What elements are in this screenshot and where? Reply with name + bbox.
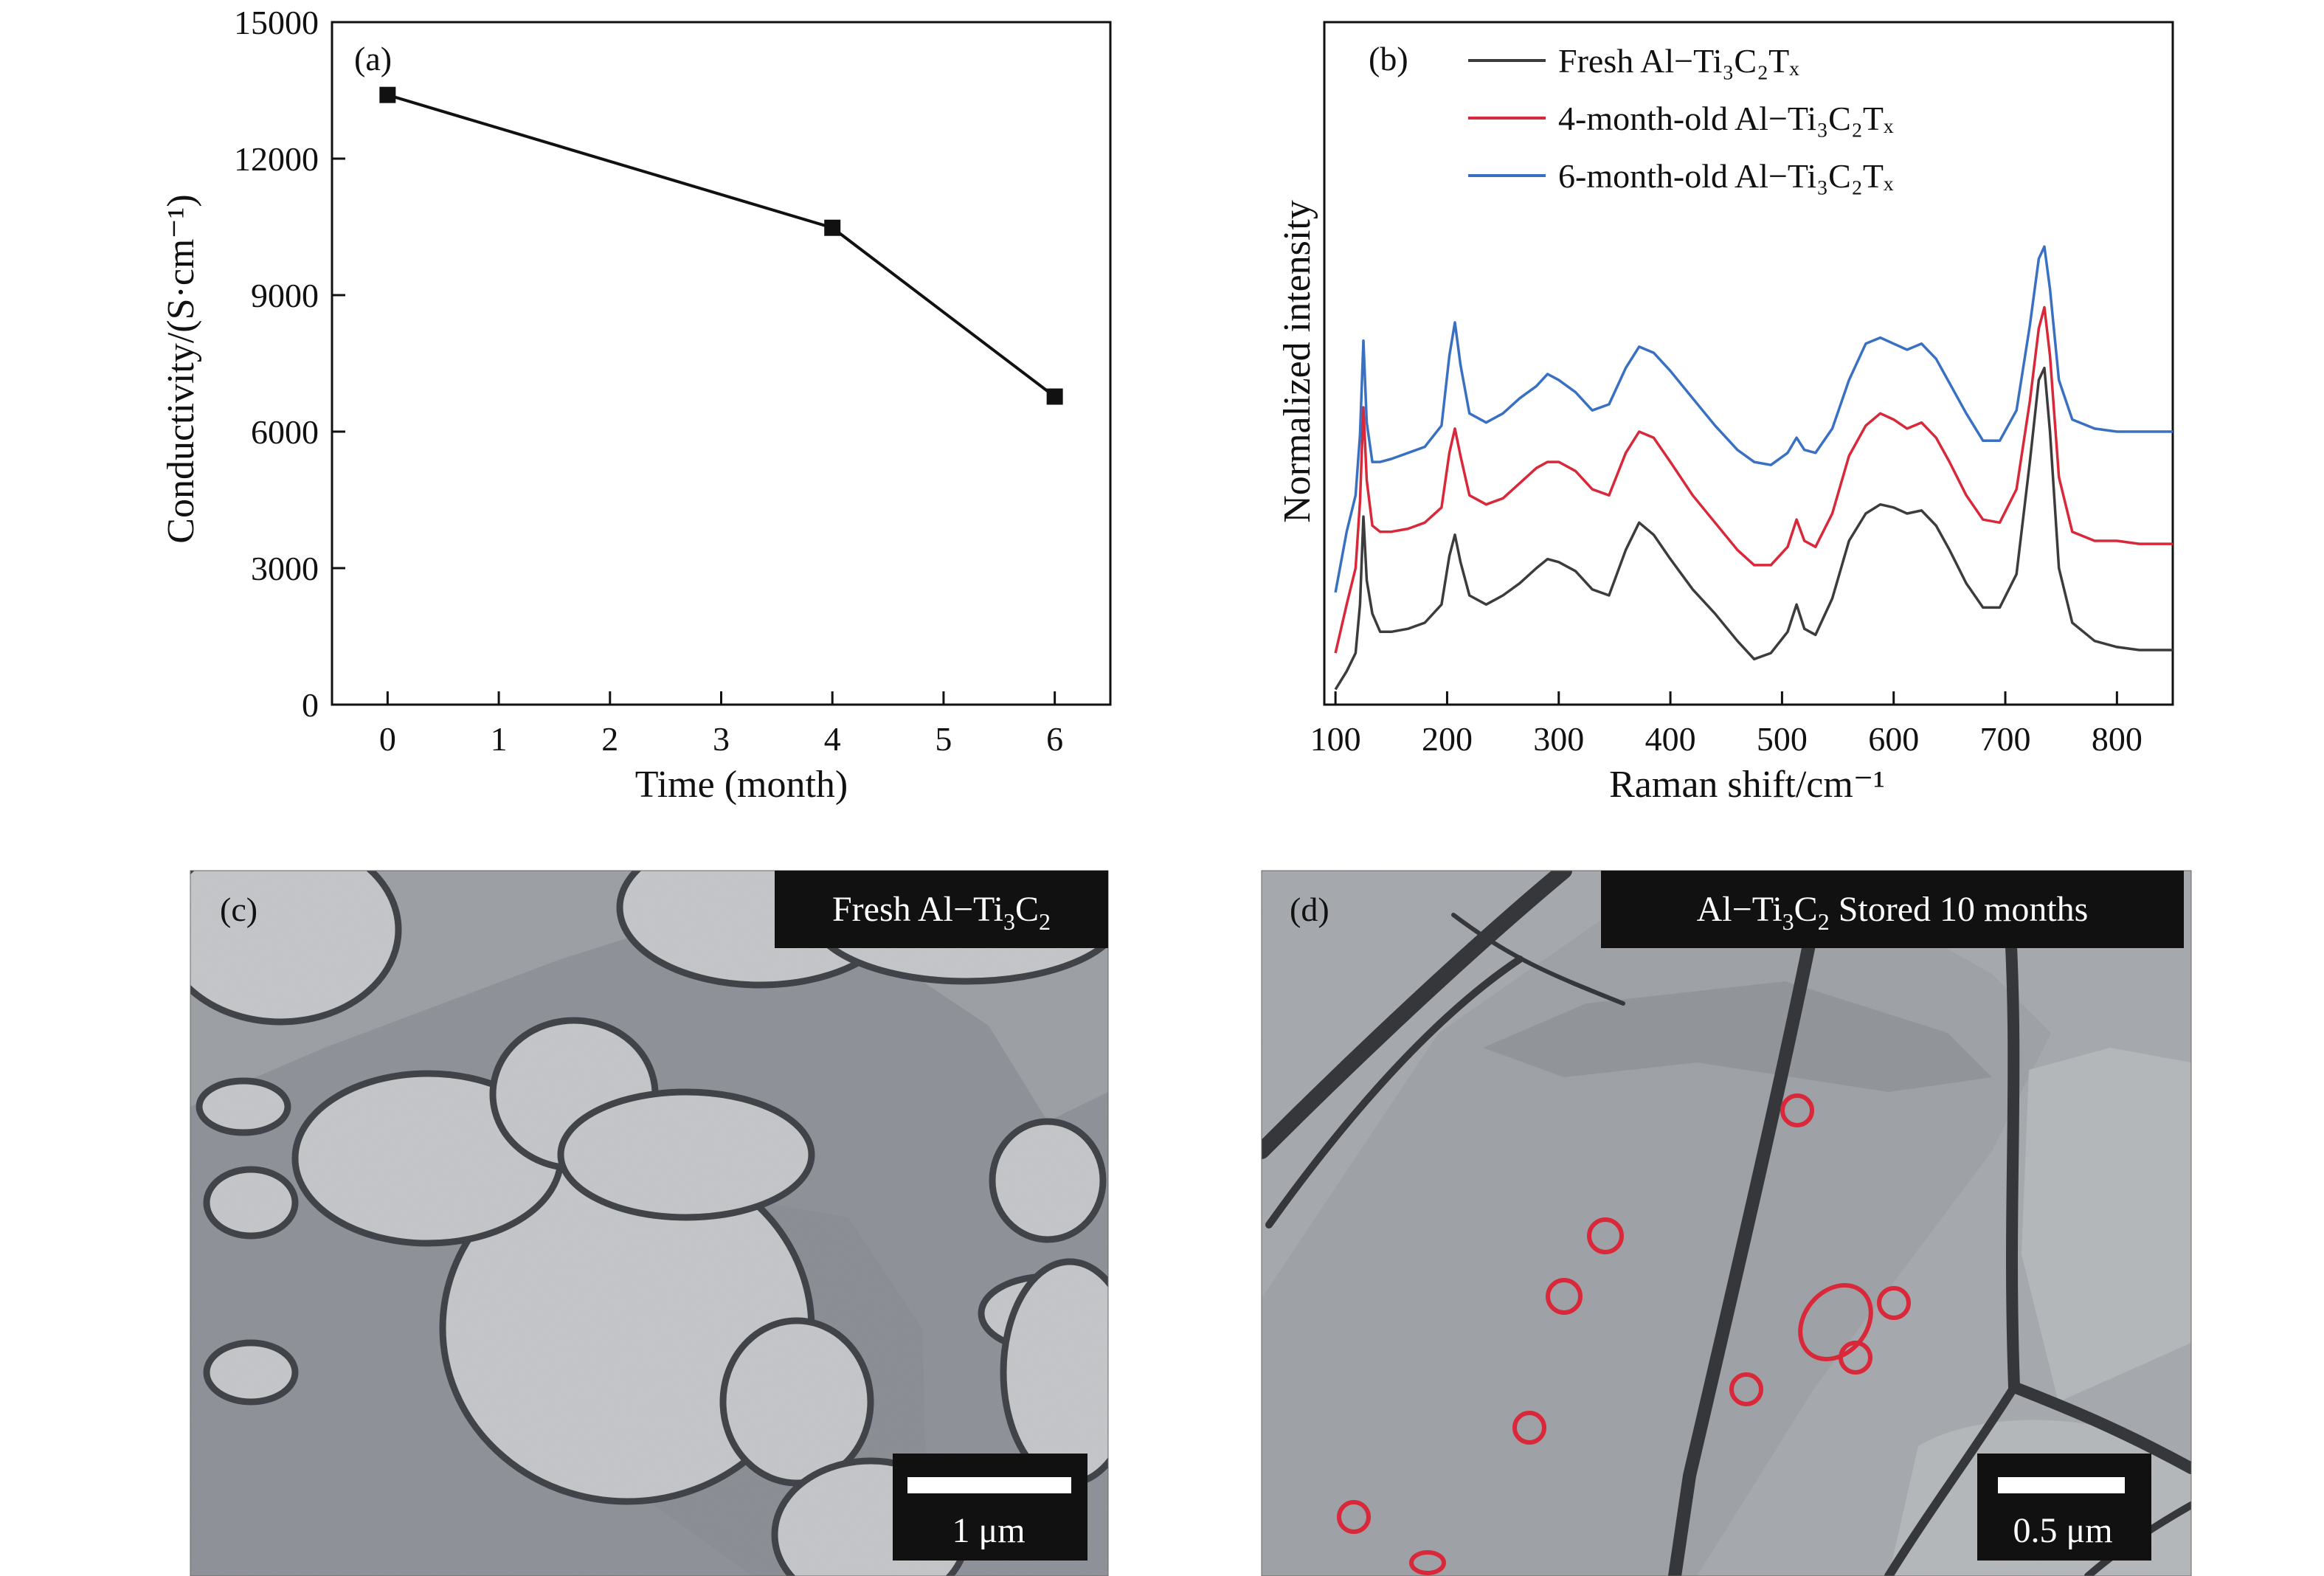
panel-label-a: (a) bbox=[354, 40, 392, 77]
plot-frame bbox=[331, 21, 1112, 706]
scale-bar-box bbox=[1977, 1454, 2151, 1561]
x-axis-title: Raman shift/cm⁻¹ bbox=[1609, 764, 1885, 806]
plot-frame bbox=[1323, 21, 2174, 706]
title-banner bbox=[1601, 871, 2184, 948]
data-point bbox=[1046, 388, 1063, 405]
data-point bbox=[824, 219, 841, 236]
x-tick-label: 6 bbox=[1046, 720, 1063, 758]
data-series bbox=[379, 86, 1063, 405]
scale-bar-label: 0.5 μm bbox=[2013, 1511, 2112, 1550]
raman-chart: 100 200 300 400 500 600 700 800 Fresh Al−Ti₃C₂T… bbox=[1276, 21, 2174, 806]
legend-label: 6-month-old Al−Ti₃C₂Tₓ bbox=[1558, 157, 1894, 195]
legend: Fresh Al−Ti₃C₂Tₓ 4-month-old Al−Ti₃C₂Tₓ 6-… bbox=[1468, 42, 1894, 195]
legend-label: 4-month-old Al−Ti₃C₂Tₓ bbox=[1558, 100, 1894, 137]
x-tick-label: 5 bbox=[935, 720, 952, 758]
x-tick-label: 100 bbox=[1310, 720, 1361, 758]
x-axis-ticks: 100 200 300 400 500 600 700 800 bbox=[1310, 691, 2143, 758]
data-point bbox=[379, 86, 396, 103]
panel-label-c: (c) bbox=[220, 891, 257, 928]
y-axis-title: Conductivity/(S·cm⁻¹) bbox=[160, 194, 202, 543]
x-tick-label: 1 bbox=[491, 720, 508, 758]
image-title-c: Fresh Al−Ti3C2 bbox=[832, 890, 1051, 935]
tem-image-stored: (d) Al−Ti3C2 Stored 10 months 0.5 μm bbox=[1261, 870, 2192, 1576]
legend-label: Fresh Al−Ti₃C₂Tₓ bbox=[1558, 42, 1799, 80]
x-tick-label: 700 bbox=[1980, 720, 2031, 758]
spectrum-line-1 bbox=[1334, 305, 2173, 654]
y-axis-title: Normalized intensity bbox=[1276, 200, 1318, 523]
x-tick-label: 600 bbox=[1868, 720, 1919, 758]
y-tick-label: 3000 bbox=[251, 550, 319, 587]
y-tick-label: 6000 bbox=[251, 413, 319, 451]
title-banner bbox=[775, 871, 1108, 948]
x-tick-label: 200 bbox=[1422, 720, 1473, 758]
x-tick-label: 4 bbox=[824, 720, 841, 758]
conductivity-chart: 0 3000 6000 9000 12000 15000 0 1 2 3 4 5 6 (a) Time… bbox=[160, 4, 1112, 806]
y-axis-ticks: 0 3000 6000 9000 12000 15000 bbox=[234, 4, 345, 724]
precipitate-markers bbox=[1337, 1093, 1911, 1575]
y-tick-label: 15000 bbox=[234, 4, 319, 41]
scale-bar-label: 1 μm bbox=[952, 1511, 1025, 1550]
x-tick-label: 0 bbox=[379, 720, 396, 758]
panel-label-b: (b) bbox=[1369, 40, 1408, 77]
tem-image-fresh: (c) Fresh Al−Ti3C2 1 μm bbox=[190, 870, 1109, 1576]
y-tick-label: 0 bbox=[302, 686, 319, 724]
x-tick-label: 500 bbox=[1757, 720, 1808, 758]
series-line bbox=[387, 93, 1056, 398]
image-frame bbox=[190, 870, 1109, 1576]
scale-bar bbox=[1998, 1477, 2125, 1493]
x-tick-label: 300 bbox=[1533, 720, 1584, 758]
x-axis-title: Time (month) bbox=[635, 764, 848, 806]
spectrum-line-2 bbox=[1334, 245, 2173, 593]
image-title-d: Al−Ti3C2 Stored 10 months bbox=[1697, 890, 2089, 935]
x-axis-ticks: 0 1 2 3 4 5 6 bbox=[379, 691, 1063, 758]
x-tick-label: 3 bbox=[713, 720, 730, 758]
y-tick-label: 9000 bbox=[251, 277, 319, 314]
x-tick-label: 400 bbox=[1645, 720, 1696, 758]
x-tick-label: 800 bbox=[2092, 720, 2143, 758]
spectra bbox=[1334, 245, 2173, 691]
y-tick-label: 12000 bbox=[234, 140, 319, 178]
panel-label-d: (d) bbox=[1290, 891, 1329, 928]
scale-bar bbox=[907, 1477, 1071, 1493]
spectrum-line-0 bbox=[1334, 366, 2173, 691]
scale-bar-box bbox=[893, 1454, 1087, 1561]
x-tick-label: 2 bbox=[601, 720, 618, 758]
